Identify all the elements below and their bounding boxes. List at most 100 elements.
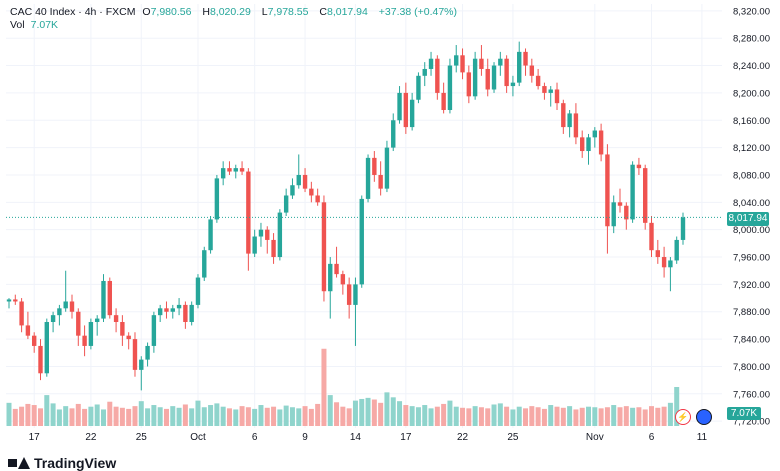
vol-label: Vol xyxy=(10,19,25,31)
symbol-label[interactable]: CAC 40 Index · 4h · FXCM xyxy=(10,6,136,18)
y-tick-label: 8,280.00 xyxy=(733,34,770,45)
candle-body xyxy=(246,171,251,254)
volume-bar xyxy=(655,407,661,426)
volume-bar xyxy=(598,408,604,426)
lightning-icon[interactable]: ⚡ xyxy=(675,409,691,425)
tradingview-mark-icon xyxy=(8,457,30,469)
candle-body xyxy=(233,168,238,172)
candle-body xyxy=(416,75,421,100)
volume-bar xyxy=(554,406,560,426)
volume-bar xyxy=(460,407,466,426)
volume-bar xyxy=(365,397,371,426)
volume-bar xyxy=(119,407,125,426)
price-candles xyxy=(6,41,686,391)
candle-body xyxy=(170,308,175,312)
candle-body xyxy=(498,58,503,66)
candle-body xyxy=(573,113,579,138)
candle-body xyxy=(542,86,547,93)
candle-body xyxy=(592,130,598,138)
last-price-tag: 8,017.94 xyxy=(727,212,769,226)
candle-body xyxy=(598,130,604,155)
candle-body xyxy=(69,301,75,312)
candle-body xyxy=(466,72,472,97)
candle-body xyxy=(409,99,415,128)
volume-bar xyxy=(296,408,302,426)
y-tick-label: 8,160.00 xyxy=(733,116,770,127)
volume-bar xyxy=(327,395,333,426)
candle-body xyxy=(277,212,283,258)
volume-bar xyxy=(403,405,409,426)
y-tick-label: 8,040.00 xyxy=(733,198,770,209)
candle-body xyxy=(479,58,484,69)
volume-bar xyxy=(497,403,503,426)
volume-bar xyxy=(208,405,214,426)
volume-bar xyxy=(107,401,113,426)
candle-body xyxy=(290,185,295,196)
grid-lines xyxy=(6,4,722,428)
volume-bar xyxy=(75,403,81,426)
candle-body xyxy=(655,250,661,258)
volume-bar xyxy=(100,409,106,426)
volume-bar xyxy=(132,406,138,426)
volume-bar xyxy=(453,406,459,426)
volume-bar xyxy=(69,408,75,426)
candle-body xyxy=(517,51,522,83)
x-tick-label: Nov xyxy=(586,432,604,443)
open-value: 7,980.56 xyxy=(150,6,192,18)
change-value: +37.38 (+0.47%) xyxy=(378,6,458,18)
candle-body xyxy=(88,322,94,346)
volume-bar xyxy=(113,406,119,426)
volume-bar xyxy=(226,408,232,426)
candle-body xyxy=(50,315,56,322)
candle-body xyxy=(441,92,446,110)
candle-body xyxy=(258,229,264,237)
candle-body xyxy=(472,58,478,97)
candle-body xyxy=(94,318,100,322)
volume-bar xyxy=(308,408,314,426)
candle-body xyxy=(120,322,125,336)
candle-body xyxy=(630,164,635,220)
volume-bar xyxy=(94,404,100,426)
volume-bar xyxy=(44,395,50,426)
volume-bar xyxy=(56,409,62,426)
y-tick-label: 8,000.00 xyxy=(733,225,770,236)
volume-bar xyxy=(163,408,169,426)
candle-body xyxy=(504,58,509,87)
candle-body xyxy=(636,164,642,169)
tradingview-logo[interactable]: TradingView xyxy=(8,455,116,471)
close-label: C xyxy=(319,6,327,18)
chart-legend: CAC 40 Index · 4h · FXCM O7,980.56 H8,02… xyxy=(10,6,461,18)
candle-body xyxy=(454,55,459,66)
globe-icon[interactable] xyxy=(696,409,712,425)
candle-body xyxy=(265,229,270,240)
candle-body xyxy=(328,263,333,292)
volume-bar xyxy=(636,407,642,426)
volume-bar xyxy=(271,406,277,426)
y-tick-label: 7,760.00 xyxy=(733,389,770,400)
volume-bar xyxy=(523,408,529,426)
y-tick-label: 7,880.00 xyxy=(733,307,770,318)
candle-body xyxy=(617,202,623,206)
time-axis[interactable]: 17 22 25 Oct 6 9 14 17 22 25 Nov 6 11 xyxy=(29,432,708,443)
candle-body xyxy=(113,315,119,322)
x-tick-label: 17 xyxy=(400,432,412,443)
candle-body xyxy=(208,219,213,251)
candle-body xyxy=(132,339,138,370)
candle-body xyxy=(391,120,396,148)
volume-bar xyxy=(567,406,573,426)
candle-body xyxy=(220,168,226,179)
candle-body xyxy=(183,304,188,322)
volume-bar xyxy=(371,399,377,426)
candle-body xyxy=(195,277,201,305)
volume-bar xyxy=(529,406,535,426)
y-tick-label: 8,200.00 xyxy=(733,88,770,99)
price-axis[interactable]: 7,720.00 7,760.00 7,800.00 7,840.00 7,880.00… xyxy=(733,6,770,427)
volume-bar xyxy=(447,400,453,426)
volume-bar xyxy=(415,407,421,426)
volume-bar xyxy=(50,403,56,426)
y-tick-label: 8,120.00 xyxy=(733,143,770,154)
volume-bar xyxy=(6,402,12,426)
volume-bar xyxy=(321,348,327,426)
volume-bar xyxy=(378,402,384,426)
